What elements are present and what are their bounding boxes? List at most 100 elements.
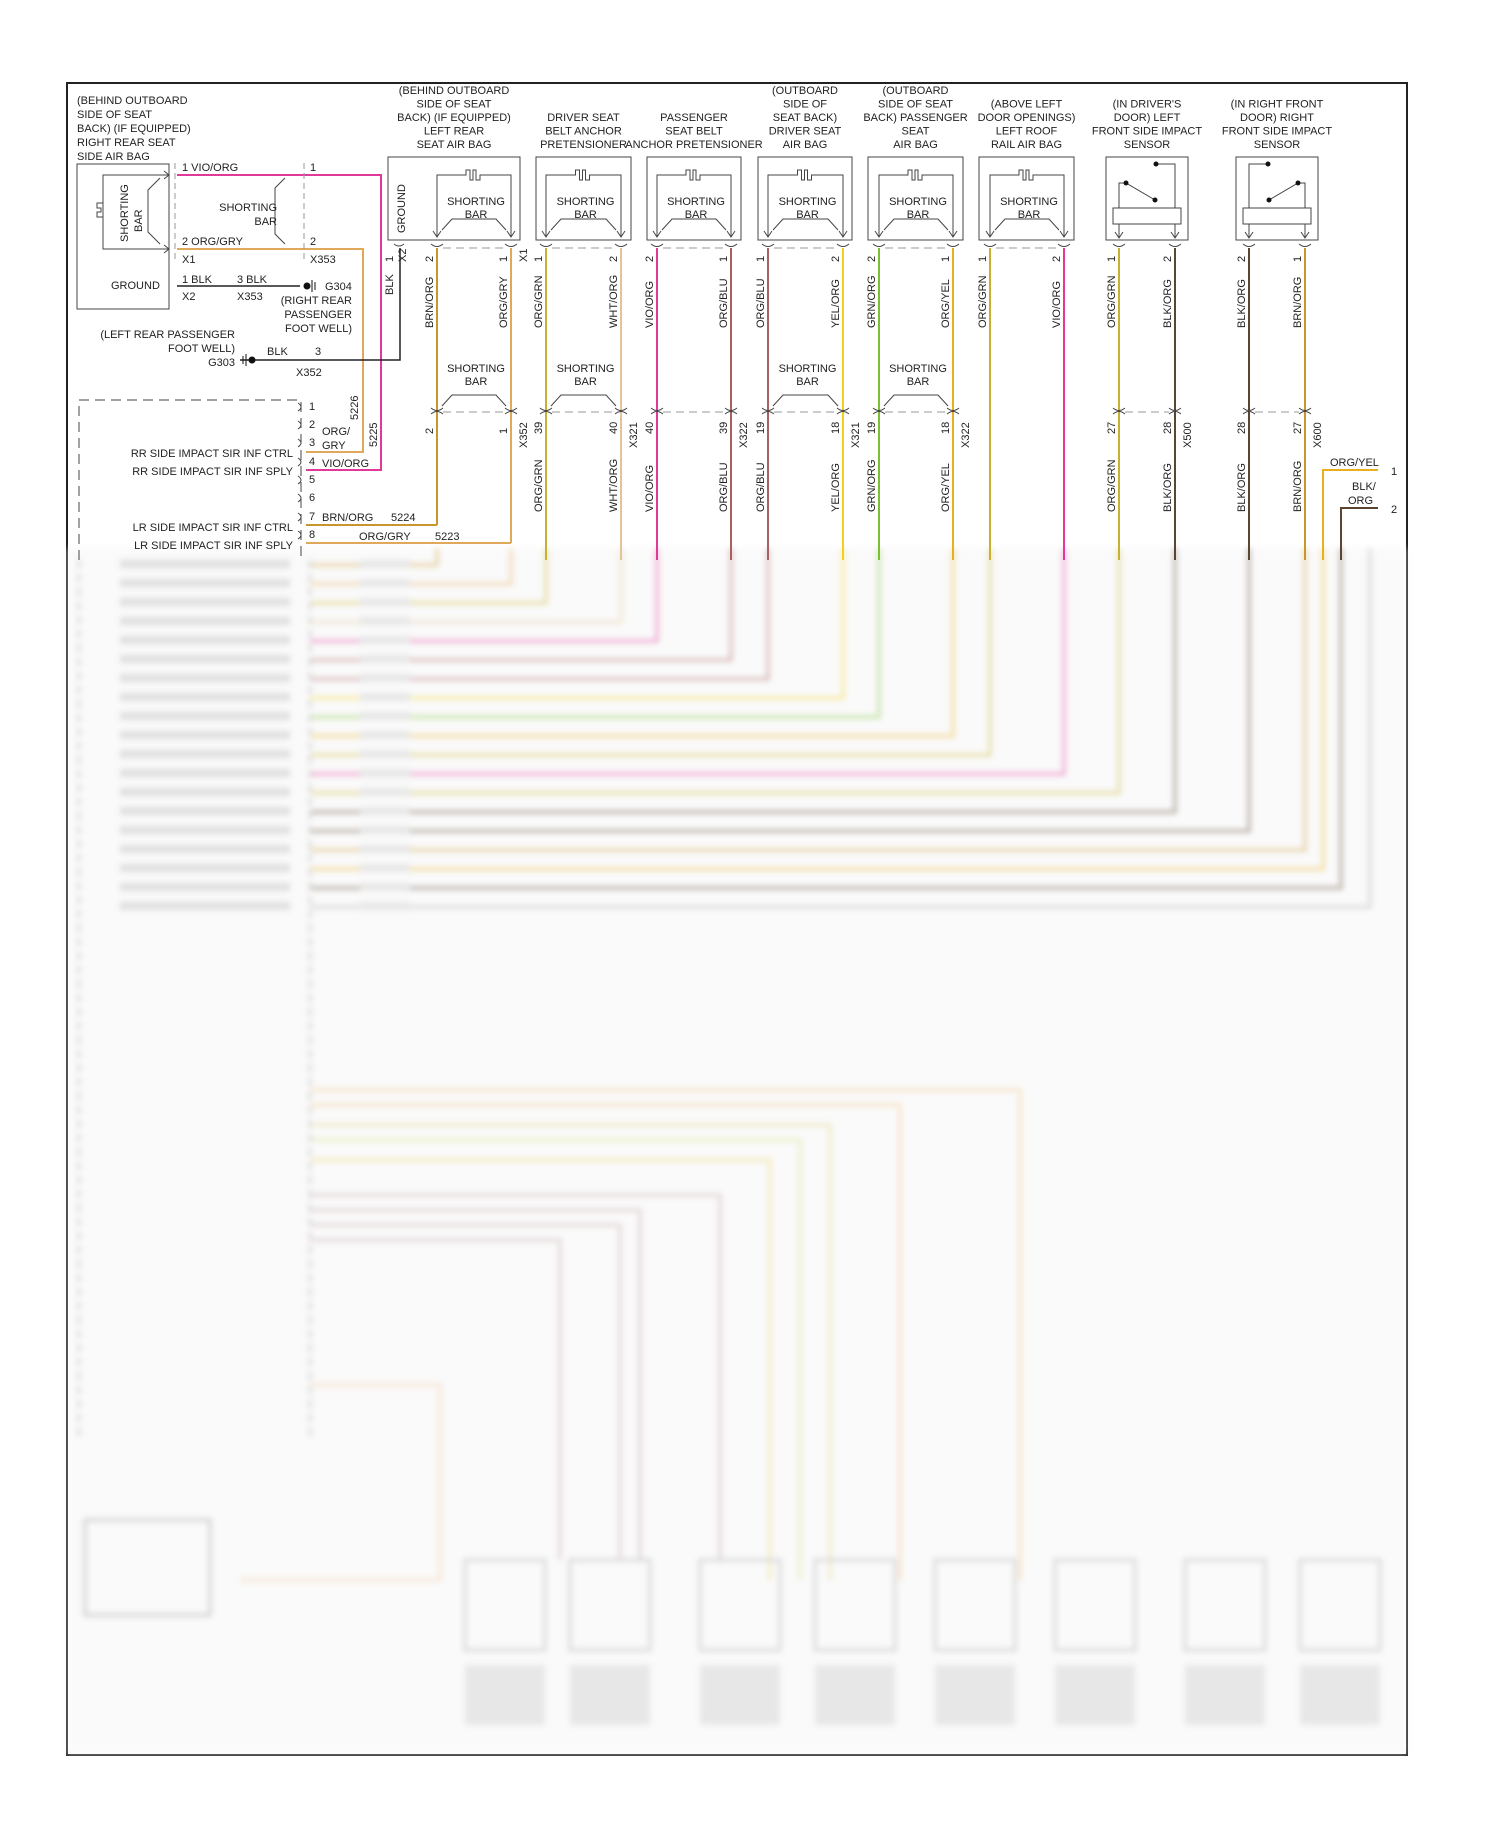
shorting-bar-label: SHORTING [557,363,615,375]
pin-number: 1 [498,256,510,262]
wire-org-gry [177,248,364,453]
pin-connector [983,243,997,247]
module-pin-label: LR SIDE IMPACT SIR INF SPLY [134,540,294,552]
rr-airbag-box [76,163,170,310]
pin-number: 18 [830,422,842,434]
wire-label: ORG/GRN [533,459,545,512]
wire-org-yel [1322,469,1378,560]
shorting-bar-label: SHORTING [779,196,837,208]
module-pin-number: 1 [309,401,315,413]
wire-label: BLK [267,346,288,358]
blurred-wire [310,548,733,662]
wire-vio-org [177,174,382,471]
component-title-line: PRETENSIONER [540,139,627,151]
ground-symbol-icon [242,354,247,366]
circuit-number: 5226 [349,396,361,420]
component-title-line: SEAT BACK) [773,112,837,124]
wire-label: ORG/BLU [718,278,730,328]
component-title-line: RAIL AIR BAG [991,139,1062,151]
module-pin-connector [297,530,302,540]
component-title-line: DOOR) LEFT [1114,112,1181,124]
blurred-label [120,674,290,682]
wire-label: GRY [322,440,346,452]
module-pin-number: 2 [309,419,315,431]
shorting-bar-label: SHORTING [889,196,947,208]
blurred-label [360,712,410,720]
pin-number: 1 [498,428,510,434]
blurred-label [120,693,290,701]
blurred-wire [310,548,659,643]
blurred-label [360,674,410,682]
connector-label: X600 [1312,422,1324,448]
rr-airbag-title-line: BACK) (IF EQUIPPED) [77,123,191,135]
connector-label: X2 [397,249,409,262]
ground-label: GROUND [111,280,160,292]
blurred-wire [310,548,1325,871]
shorting-bar-label: BAR [796,209,819,221]
component-title-line: (ABOVE LEFT [991,99,1063,111]
squib-icon [436,169,512,236]
blurred-label [360,826,410,834]
connector-label: X322 [738,422,750,448]
component-title-line: (BEHIND OUTBOARD [399,85,510,97]
inline-connector [872,407,886,415]
blurred-label [120,826,290,834]
shorting-bar-icon [763,218,848,238]
shorting-bar-label: BAR [574,209,597,221]
inline-shorting-bar-icon [274,177,286,245]
connector-label: X1 [518,249,530,262]
squib-icon [545,169,622,236]
component-title-line: LEFT ROOF [996,126,1058,138]
inline-connector [1298,407,1312,415]
connector-label: X1 [182,254,195,266]
pin-number: 28 [1162,422,1174,434]
wire-label: BLK [384,274,396,295]
shorting-bar-label: BAR [465,209,488,221]
connector-label: X321 [850,422,862,448]
wire-label: WHT/ORG [608,459,620,512]
ground-g304-icon [303,282,311,290]
rr-airbag-title-line: SIDE AIR BAG [77,151,150,163]
wire-label: ORG/GRY [359,531,411,543]
shorting-bar-label: SHORTING [447,196,505,208]
pin-number: 39 [533,422,545,434]
component-title-line: AIR BAG [783,139,828,151]
module-pin-number: 6 [309,492,315,504]
pin-connector [650,243,664,247]
shorting-bar-label: SHORTING [119,184,131,242]
blurred-component [933,1558,1017,1652]
shorting-bar-icon [550,394,617,407]
blurred-label [360,560,410,568]
module-pin-connector [297,438,302,448]
pin-connector [872,243,886,247]
pin-connector [724,243,738,247]
component-title-line: SEAT [902,126,930,138]
component-title-line: ANCHOR PRETENSIONER [625,139,763,151]
pin-label: 2 ORG/GRY [182,236,244,248]
component-title-line: SENSOR [1124,139,1171,151]
wire-label: BRN/ORG [424,277,436,328]
wire-label: BRN/ORG [1292,277,1304,328]
pin-connector [1057,243,1071,247]
ground-location: FOOT WELL) [168,343,235,355]
wire-label: YEL/ORG [830,279,842,328]
inline-connector [1242,407,1256,415]
component-title-line: AIR BAG [893,139,938,151]
pin-label: 1 [1391,466,1397,478]
module-pin-number: 7 [309,511,315,523]
connector-label: X352 [518,422,530,448]
blurred-label [360,598,410,606]
wire-label: ORG/BLU [718,462,730,512]
pin-number: 27 [1292,422,1304,434]
shorting-bar-label: BAR [254,216,277,228]
ground-location: (RIGHT REAR [281,295,352,307]
pin-number: 2 [644,256,656,262]
blurred-label [120,788,290,796]
module-pin-connector [297,457,302,467]
blurred-wire [310,548,845,700]
inline-connector [946,407,960,415]
wire-label: VIO/ORG [322,458,369,470]
connector-label: X500 [1182,422,1194,448]
module-pin-label: RR SIDE IMPACT SIR INF CTRL [131,448,293,460]
